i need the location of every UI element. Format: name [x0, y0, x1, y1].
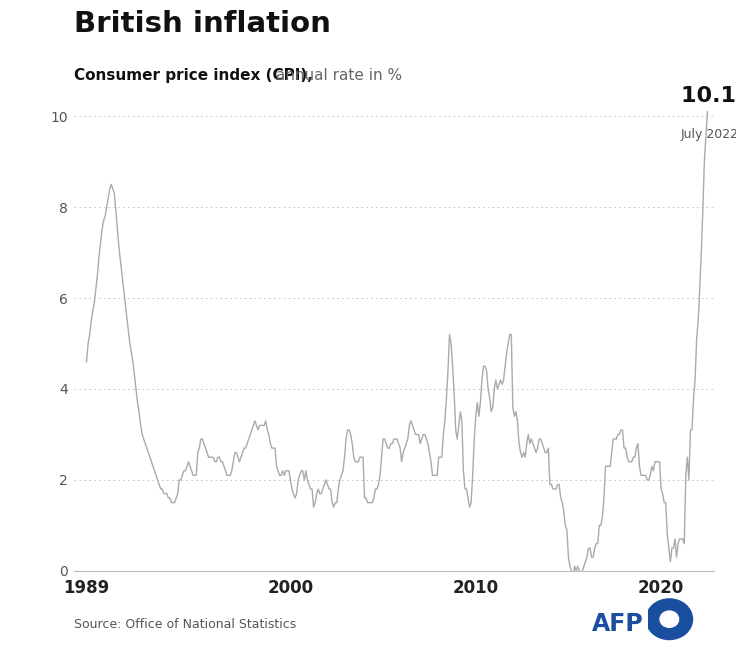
Text: AFP: AFP	[592, 612, 644, 637]
Text: British inflation: British inflation	[74, 10, 330, 37]
Text: 10.1 %: 10.1 %	[681, 86, 736, 106]
Text: annual rate in %: annual rate in %	[271, 68, 402, 83]
Text: Source: Office of National Statistics: Source: Office of National Statistics	[74, 618, 296, 631]
Circle shape	[660, 611, 679, 628]
Text: July 2022: July 2022	[681, 128, 736, 141]
Circle shape	[646, 599, 693, 640]
Text: Consumer price index (CPI),: Consumer price index (CPI),	[74, 68, 313, 83]
